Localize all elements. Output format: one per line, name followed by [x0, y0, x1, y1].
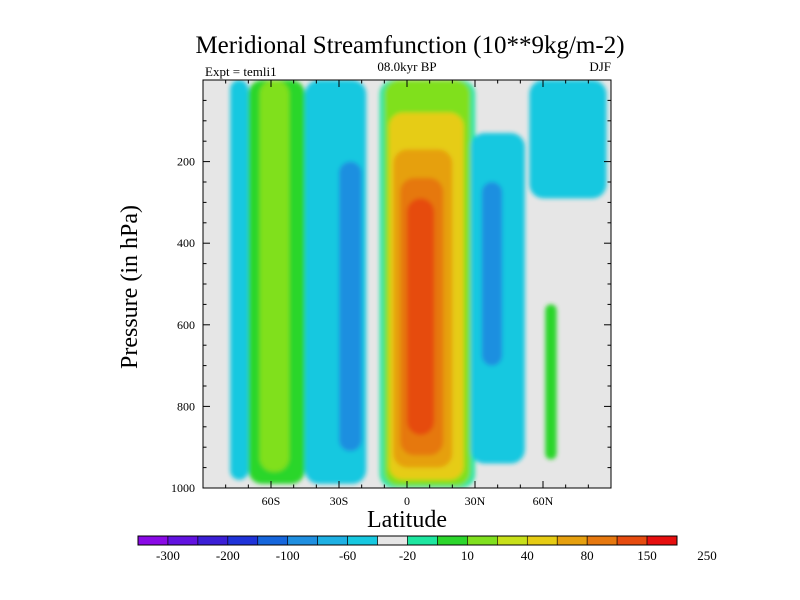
colorbar-label: 250	[697, 548, 717, 563]
contour-region-southern-subtropical-cell-core	[339, 161, 362, 452]
colorbar-swatch	[287, 535, 318, 546]
colorbar-swatch	[586, 535, 618, 546]
colorbar-label: 150	[637, 548, 657, 563]
colorbar-swatch	[227, 535, 259, 546]
x-tick-label: 30N	[465, 494, 486, 508]
contour-region-southern-outer-cell	[230, 80, 249, 480]
colorbar-label: -200	[216, 548, 240, 563]
x-tick-label: 30S	[330, 494, 349, 508]
colorbar-swatch	[616, 535, 648, 546]
experiment-label: Expt = temli1	[205, 64, 277, 79]
chart-title: Meridional Streamfunction (10**9kg/m-2)	[195, 32, 624, 59]
colorbar-label: 10	[461, 548, 474, 563]
colorbar-label: -20	[399, 548, 416, 563]
season-label: DJF	[589, 59, 611, 74]
colorbar-swatch	[526, 535, 558, 546]
contour-region-northern-cell-core	[481, 182, 503, 366]
y-tick-label: 600	[177, 318, 195, 332]
y-tick-label: 800	[177, 399, 195, 413]
plot-area	[202, 79, 612, 489]
colorbar-swatch	[317, 535, 348, 546]
colorbar-swatch	[167, 535, 199, 546]
colorbar-swatch	[646, 535, 678, 546]
y-tick-label: 1000	[171, 481, 195, 495]
colorbar-label: -300	[156, 548, 180, 563]
colorbar-labels: -300 -200 -100 -60 -20 10 40 80 150 250	[156, 548, 717, 563]
colorbar-swatch	[137, 535, 169, 546]
y-tick-label: 200	[177, 155, 195, 169]
x-tick-label: 0	[404, 494, 410, 508]
colorbar-swatch	[197, 535, 229, 546]
colorbar-label: -100	[276, 548, 300, 563]
colorbar-label: 40	[521, 548, 534, 563]
y-axis: 200 400 600 800 1000	[171, 99, 611, 495]
contour-region-northern-polar-cell	[529, 80, 607, 199]
contour-region-southern-middle-cell-core	[259, 80, 290, 472]
x-tick-label: 60N	[533, 494, 554, 508]
y-axis-label: Pressure (in hPa)	[117, 205, 143, 369]
colorbar-swatch	[467, 535, 498, 546]
contour-region-hadley-cell-core	[407, 198, 435, 435]
period-label: 08.0kyr BP	[377, 59, 436, 74]
x-tick-label: 60S	[262, 494, 281, 508]
colorbar-label: -60	[339, 548, 356, 563]
colorbar	[137, 535, 678, 546]
contour-region-northern-high-cell	[545, 304, 557, 460]
x-axis: 60S 30S 0 30N 60N	[225, 80, 589, 508]
x-axis-label: Latitude	[367, 507, 447, 533]
colorbar-label: 80	[581, 548, 594, 563]
colorbar-swatch	[257, 535, 289, 546]
colorbar-swatch	[347, 535, 378, 546]
y-tick-label: 400	[177, 236, 195, 250]
colorbar-swatch	[377, 535, 408, 546]
colorbar-swatch	[407, 535, 438, 546]
colorbar-frame	[137, 535, 678, 546]
colorbar-swatch	[556, 535, 588, 546]
colorbar-swatch	[437, 535, 468, 546]
colorbar-swatch	[497, 535, 528, 546]
